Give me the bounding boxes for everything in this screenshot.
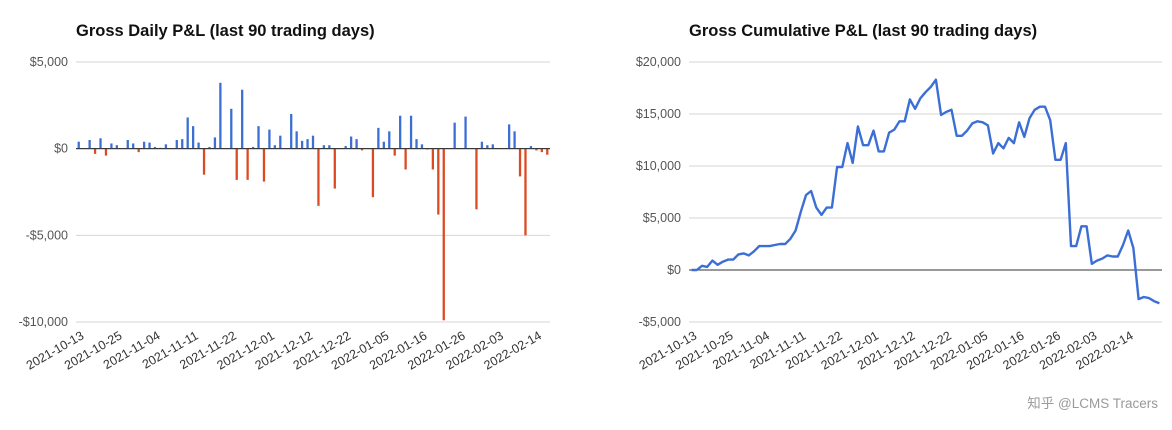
y-tick-label: $20,000 xyxy=(636,55,681,69)
cumulative-pnl-title: Gross Cumulative P&L (last 90 trading da… xyxy=(689,22,1038,40)
bar xyxy=(290,114,293,149)
bar xyxy=(388,131,391,149)
bar xyxy=(393,148,396,156)
bar xyxy=(317,148,320,206)
bar xyxy=(480,141,484,149)
bar xyxy=(208,146,211,149)
bar xyxy=(202,148,206,175)
bar xyxy=(344,146,347,149)
bar xyxy=(241,89,244,149)
bar xyxy=(464,116,467,149)
bar xyxy=(230,108,233,149)
bar xyxy=(300,140,304,149)
bar xyxy=(333,148,336,189)
bar xyxy=(371,148,375,198)
bar xyxy=(273,145,277,149)
bar xyxy=(142,141,146,149)
bar xyxy=(257,126,260,149)
bar xyxy=(420,144,424,149)
bar xyxy=(246,148,249,180)
daily-pnl-panel: Gross Daily P&L (last 90 trading days) $… xyxy=(19,22,550,373)
bar xyxy=(181,139,184,149)
watermark-text: 知乎 @LCMS Tracers xyxy=(1027,396,1158,411)
bar xyxy=(99,138,102,149)
bar xyxy=(126,140,129,149)
bar xyxy=(115,145,119,149)
bar xyxy=(442,148,445,321)
bar xyxy=(279,135,282,149)
bar xyxy=(153,146,157,149)
y-tick-label: -$10,000 xyxy=(19,315,68,329)
bar xyxy=(132,143,135,149)
bar xyxy=(535,148,538,151)
bar xyxy=(377,127,380,149)
bar xyxy=(164,144,168,149)
bar xyxy=(77,141,80,149)
bar xyxy=(491,144,494,149)
bar xyxy=(197,142,200,149)
bar xyxy=(251,146,255,149)
bar xyxy=(213,137,217,149)
bar xyxy=(486,145,489,149)
y-tick-label: $15,000 xyxy=(636,107,681,121)
y-tick-label: $5,000 xyxy=(30,55,68,69)
bar xyxy=(409,115,413,149)
bar xyxy=(513,131,516,149)
bar xyxy=(268,129,271,149)
bar xyxy=(306,139,309,149)
bar xyxy=(360,148,364,151)
y-tick-label: $0 xyxy=(54,142,68,156)
bar xyxy=(431,148,435,170)
y-tick-label: -$5,000 xyxy=(26,228,68,242)
bar xyxy=(404,148,407,170)
bar xyxy=(415,139,418,149)
bar xyxy=(219,82,222,149)
bar xyxy=(524,148,527,236)
bar xyxy=(104,148,108,156)
cumulative-pnl-panel: Gross Cumulative P&L (last 90 trading da… xyxy=(586,0,1172,430)
cumulative-pnl-chart: $20,000$15,000$10,000$5,000$0-$5,0002021… xyxy=(636,55,1162,373)
bar xyxy=(507,124,511,149)
bar xyxy=(110,143,113,149)
bar xyxy=(148,142,151,149)
bar xyxy=(529,146,533,149)
y-tick-label: $5,000 xyxy=(643,211,681,225)
bar xyxy=(295,131,298,149)
bar xyxy=(93,148,97,154)
bar xyxy=(540,148,543,153)
bar xyxy=(191,126,195,149)
bar xyxy=(518,148,522,177)
bar xyxy=(546,148,549,155)
bar xyxy=(311,135,315,149)
daily-pnl-chart: $5,000$0-$5,000-$10,0002021-10-132021-10… xyxy=(19,55,550,373)
bar xyxy=(382,141,385,149)
daily-pnl-title: Gross Daily P&L (last 90 trading days) xyxy=(76,22,375,40)
bar xyxy=(235,148,238,180)
bar xyxy=(355,139,358,149)
y-tick-label: $10,000 xyxy=(636,159,681,173)
y-tick-label: -$5,000 xyxy=(639,315,681,329)
bar xyxy=(262,148,266,182)
bar xyxy=(322,145,326,149)
bar xyxy=(137,148,140,153)
bar xyxy=(186,117,189,149)
y-tick-label: $0 xyxy=(667,263,681,277)
bar xyxy=(399,115,402,149)
bar xyxy=(475,148,478,210)
bar xyxy=(328,145,331,149)
bar xyxy=(453,122,456,149)
bar xyxy=(437,148,440,215)
bar xyxy=(349,136,353,149)
cumulative-pnl-line xyxy=(691,78,1160,305)
bar xyxy=(88,140,91,149)
bar xyxy=(175,140,178,149)
